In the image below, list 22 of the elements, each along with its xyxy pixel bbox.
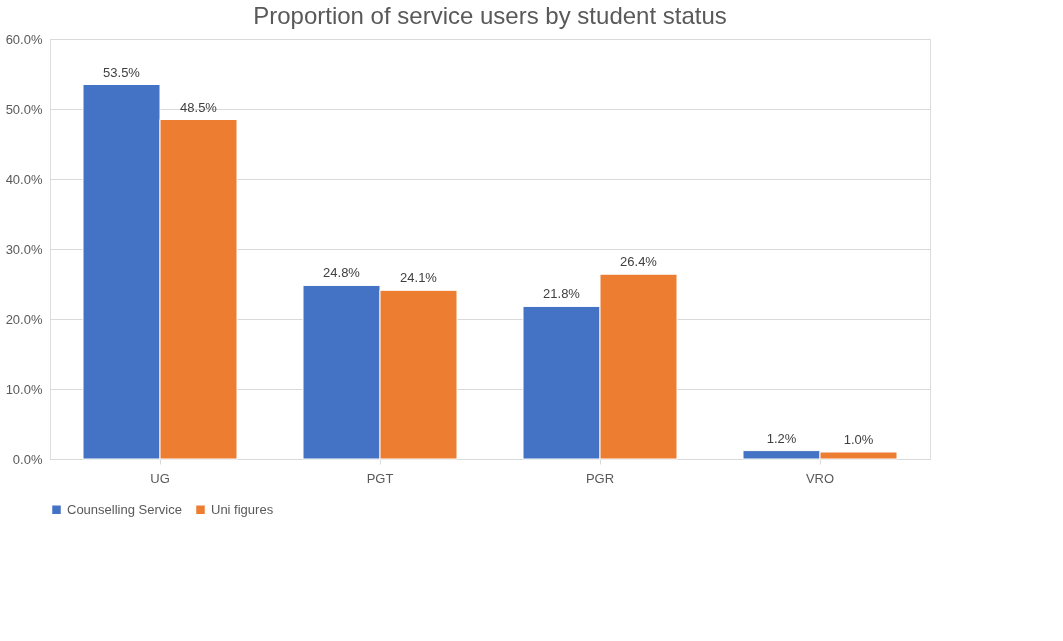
y-tick-label: 30.0%: [5, 241, 43, 257]
x-tick-label: PGR: [585, 470, 615, 486]
data-label: 24.1%: [400, 270, 438, 286]
x-tick-label: PGT: [366, 470, 394, 486]
y-tick-label: 0.0%: [12, 451, 43, 467]
x-tick-label: VRO: [805, 470, 835, 486]
y-tick-label: 20.0%: [5, 311, 43, 327]
chart-title: Proportion of service users by student status: [253, 2, 727, 29]
y-tick-label: 40.0%: [5, 171, 43, 187]
legend-label: Counselling Service: [67, 501, 182, 517]
data-label: 48.5%: [180, 99, 218, 115]
y-tick-label: 60.0%: [5, 31, 43, 47]
data-label: 24.8%: [323, 265, 361, 281]
data-label: 53.5%: [103, 64, 141, 80]
legend-label: Uni figures: [211, 501, 274, 517]
y-tick-label: 10.0%: [5, 381, 43, 397]
data-label: 1.2%: [766, 430, 797, 446]
x-tick-label: UG: [150, 470, 170, 486]
data-label: 1.0%: [843, 432, 874, 447]
data-label: 21.8%: [543, 286, 581, 302]
y-tick-label: 50.0%: [5, 101, 43, 117]
data-label: 26.4%: [620, 254, 658, 270]
